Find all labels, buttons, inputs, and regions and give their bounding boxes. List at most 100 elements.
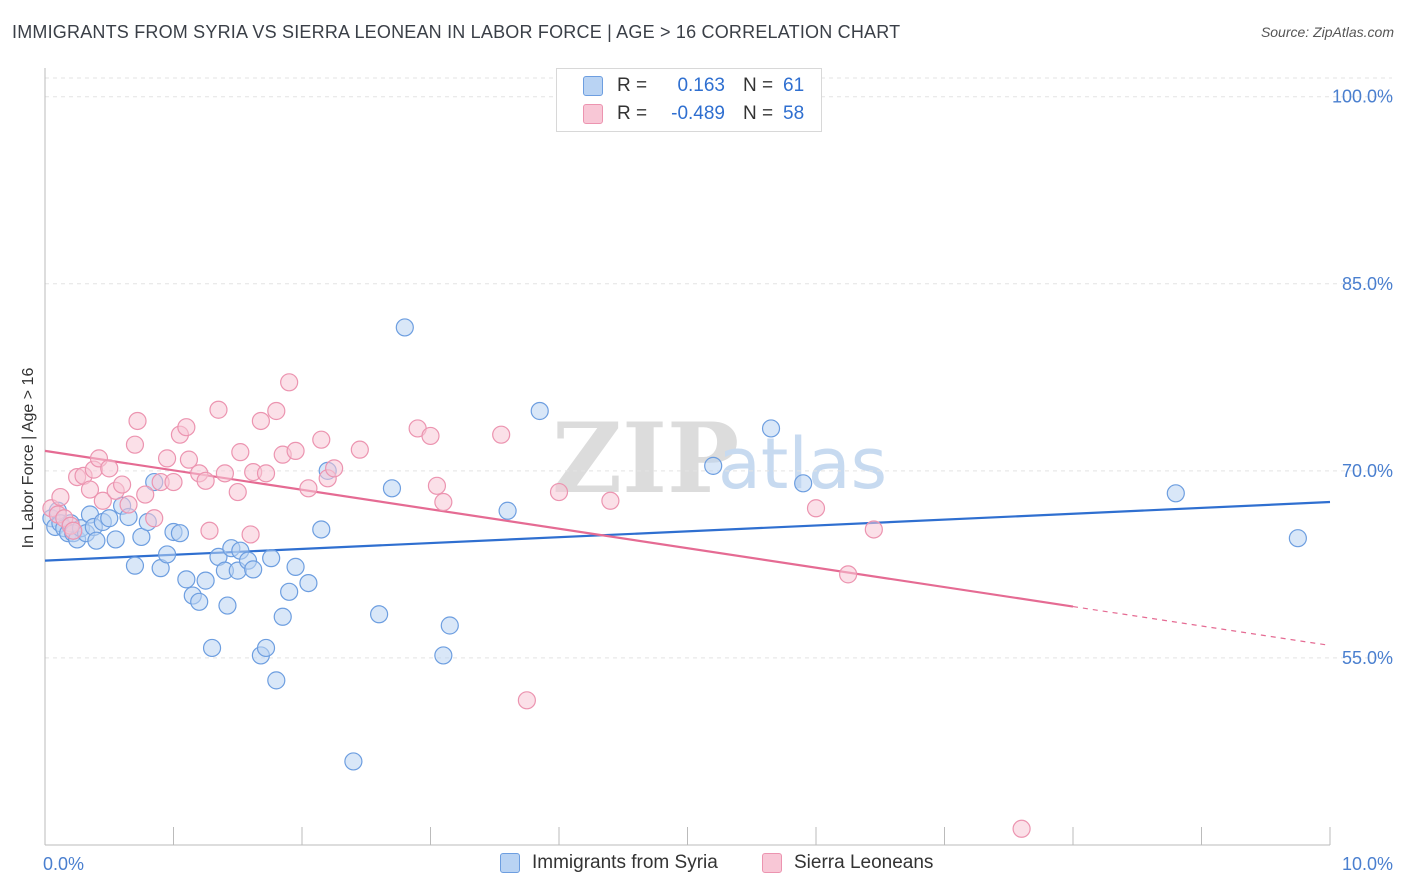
point-syria xyxy=(498,501,517,520)
point-syria xyxy=(177,570,196,589)
point-sierra-leone xyxy=(549,482,569,502)
trend-line-syria xyxy=(44,500,1331,562)
point-sierra-leone xyxy=(177,418,196,437)
point-syria xyxy=(434,646,453,665)
legend-swatch-pink xyxy=(762,853,782,873)
point-syria xyxy=(1288,529,1307,548)
point-syria xyxy=(132,527,151,547)
point-syria xyxy=(395,318,414,337)
point-sierra-leone xyxy=(125,435,145,454)
point-sierra-leone xyxy=(136,485,155,504)
point-sierra-leone xyxy=(864,520,883,539)
point-sierra-leone xyxy=(286,441,305,460)
y-tick-label: 55.0% xyxy=(1342,648,1393,668)
point-sierra-leone xyxy=(93,491,112,510)
legend-swatch-pink xyxy=(583,104,603,124)
trend-line-sierra-leone xyxy=(44,449,1074,608)
series-legend: Immigrants from Syria Sierra Leoneans xyxy=(0,852,1406,878)
legend-n-value: 58 xyxy=(783,103,805,124)
point-sierra-leone xyxy=(64,521,83,540)
source-label: Source: ZipAtlas.com xyxy=(1260,24,1394,40)
point-sierra-leone xyxy=(215,464,234,483)
point-syria xyxy=(1166,484,1185,503)
point-sierra-leone xyxy=(228,482,247,502)
point-sierra-leone xyxy=(350,440,369,459)
legend-n-label: N = xyxy=(743,103,774,124)
point-syria xyxy=(344,752,363,771)
legend-label-syria: Immigrants from Syria xyxy=(532,852,718,873)
point-sierra-leone xyxy=(179,450,199,469)
point-sierra-leone xyxy=(157,449,177,468)
legend-r-value: -0.489 xyxy=(671,103,725,124)
point-sierra-leone xyxy=(806,499,826,518)
tick-labels: 100.0% 85.0% 70.0% 55.0% 0.0% 10.0% xyxy=(43,87,1393,874)
legend-r-label: R = xyxy=(617,75,648,96)
point-sierra-leone xyxy=(325,459,344,478)
point-syria xyxy=(190,592,209,611)
point-syria xyxy=(530,401,549,421)
point-sierra-leone xyxy=(80,480,100,499)
point-syria xyxy=(157,545,177,564)
point-sierra-leone xyxy=(231,443,250,462)
point-sierra-leone xyxy=(112,475,132,494)
legend-row-syria: R = 0.163 N = 61 xyxy=(583,74,804,98)
point-sierra-leone xyxy=(209,400,228,419)
point-syria xyxy=(202,638,222,658)
point-syria xyxy=(170,524,190,543)
point-sierra-leone xyxy=(427,476,447,495)
point-syria xyxy=(267,671,286,690)
point-sierra-leone xyxy=(267,401,286,421)
point-sierra-leone xyxy=(51,487,70,507)
legend-swatch-blue xyxy=(500,853,520,873)
point-sierra-leone xyxy=(492,425,511,444)
point-sierra-leone xyxy=(280,373,299,392)
y-tick-label: 100.0% xyxy=(1332,87,1393,107)
watermark-atlas: atlas xyxy=(718,423,887,505)
chart-title: IMMIGRANTS FROM SYRIA VS SIERRA LEONEAN … xyxy=(12,22,901,42)
trend-lines xyxy=(44,449,1331,647)
point-sierra-leone xyxy=(312,430,331,449)
legend-row-sierra-leone: R = -0.489 N = 58 xyxy=(583,102,804,126)
point-sierra-leone xyxy=(241,525,260,544)
data-points xyxy=(42,318,1307,838)
point-syria xyxy=(761,419,781,438)
y-tick-label: 70.0% xyxy=(1342,461,1393,481)
correlation-legend: R = 0.163 N = 61 R = -0.489 N = 58 xyxy=(556,68,822,132)
point-sierra-leone xyxy=(119,495,138,514)
point-syria xyxy=(262,549,281,568)
point-syria xyxy=(87,531,106,550)
point-syria xyxy=(125,556,145,575)
point-sierra-leone xyxy=(200,521,219,540)
legend-item-syria[interactable]: Immigrants from Syria xyxy=(500,852,718,874)
point-sierra-leone xyxy=(164,472,183,492)
point-syria xyxy=(100,509,119,528)
point-sierra-leone xyxy=(421,426,440,446)
point-sierra-leone xyxy=(251,411,270,431)
point-sierra-leone xyxy=(100,459,119,478)
trend-line-sierra-leone-extrapolated xyxy=(1072,605,1331,647)
point-syria xyxy=(440,616,459,635)
point-syria xyxy=(382,479,402,498)
point-sierra-leone xyxy=(601,491,620,510)
x-tick-label: 0.0% xyxy=(43,854,84,874)
point-syria xyxy=(299,573,318,593)
point-sierra-leone xyxy=(256,464,276,483)
point-syria xyxy=(244,560,263,579)
point-syria xyxy=(794,474,813,493)
legend-r-value: 0.163 xyxy=(677,75,725,96)
point-sierra-leone xyxy=(434,492,453,512)
point-syria xyxy=(256,638,276,658)
legend-swatch-blue xyxy=(583,76,603,96)
point-syria xyxy=(196,571,215,590)
point-syria xyxy=(273,607,292,626)
point-sierra-leone xyxy=(196,471,215,490)
legend-item-sierra-leone[interactable]: Sierra Leoneans xyxy=(762,852,933,874)
x-tick-label: 10.0% xyxy=(1342,854,1393,874)
point-sierra-leone xyxy=(839,565,858,584)
point-sierra-leone xyxy=(299,479,318,498)
point-sierra-leone xyxy=(128,411,147,431)
point-sierra-leone xyxy=(517,691,536,710)
axes xyxy=(44,68,1331,846)
point-syria xyxy=(280,582,299,601)
